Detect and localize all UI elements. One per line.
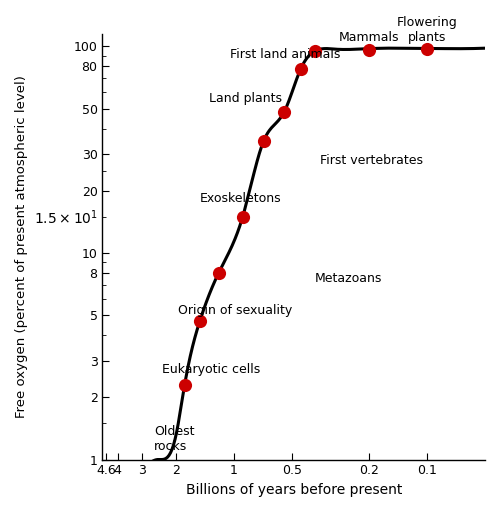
Point (365, 46, 373, 54)
Text: Eukaryotic cells: Eukaryotic cells (162, 362, 260, 376)
Text: Land plants: Land plants (208, 92, 282, 105)
Point (180, 381, 188, 389)
Text: Oldest
rocks: Oldest rocks (154, 424, 194, 453)
Text: Origin of sexuality: Origin of sexuality (178, 304, 292, 317)
Text: First land animals: First land animals (230, 48, 340, 61)
Point (214, 269, 222, 277)
Point (238, 212, 246, 221)
Point (297, 65, 305, 73)
X-axis label: Billions of years before present: Billions of years before present (186, 483, 402, 497)
Point (280, 108, 288, 116)
Text: Flowering
plants: Flowering plants (396, 16, 458, 44)
Y-axis label: Free oxygen (percent of present atmospheric level): Free oxygen (percent of present atmosphe… (15, 75, 28, 418)
Text: Exoskeletons: Exoskeletons (200, 193, 281, 205)
Point (423, 45, 431, 53)
Point (196, 316, 204, 325)
Text: Mammals: Mammals (338, 31, 399, 44)
Point (260, 137, 268, 145)
Text: Metazoans: Metazoans (315, 272, 382, 285)
Text: First vertebrates: First vertebrates (320, 154, 422, 167)
Point (311, 47, 319, 55)
